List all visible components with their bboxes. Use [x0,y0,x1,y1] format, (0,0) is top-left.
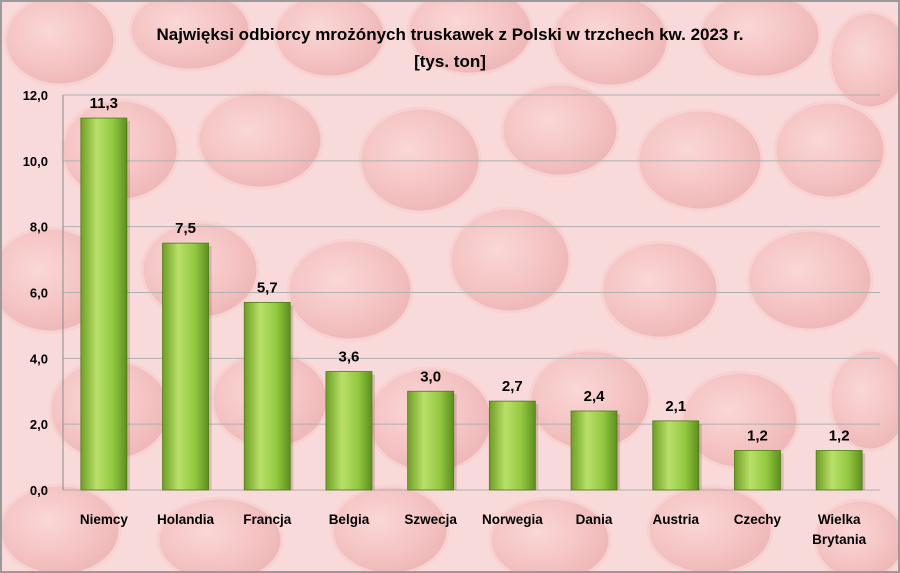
x-tick-label: Brytania [812,532,867,547]
x-tick-label: Niemcy [80,512,129,527]
x-tick-label: Francja [243,512,292,527]
data-label: 2,1 [665,398,686,415]
bar [162,242,209,491]
bar [488,400,536,491]
bar [80,117,128,491]
y-tick-label: 2,0 [30,417,48,432]
y-tick-label: 8,0 [30,220,48,235]
bar [734,450,781,491]
chart-title: Najwięksi odbiorcy mrożónych truskawek z… [156,25,743,44]
data-label: 2,4 [584,388,606,405]
bar-series [80,117,866,491]
y-tick-label: 12,0 [23,88,48,103]
data-label: 1,2 [829,428,850,445]
x-tick-label: Szwecja [404,512,457,527]
x-tick-label: Belgia [329,512,370,527]
data-label: 3,6 [339,349,360,366]
x-tick-label: Austria [652,512,699,527]
y-tick-label: 6,0 [30,286,48,301]
bar [325,371,373,491]
data-label: 3,0 [420,368,441,385]
y-tick-label: 4,0 [30,351,48,366]
x-tick-label: Wielka [818,512,861,527]
bar [407,390,455,491]
data-label: 2,7 [502,378,523,395]
data-labels: 11,3 7,5 5,7 3,6 3,0 2,7 2,4 2,1 1,2 1,2 [90,95,850,444]
data-label: 5,7 [257,279,278,296]
y-tick-label: 10,0 [23,154,48,169]
x-axis-labels: Niemcy Holandia Francja Belgia Szwecja Norweg… [80,512,867,547]
data-label: 7,5 [175,220,196,237]
x-tick-label: Czechy [734,512,782,527]
y-axis: 0,0 2,0 4,0 6,0 8,0 10,0 12,0 [23,88,64,498]
chart-subtitle: [tys. ton] [414,52,486,71]
bar [815,450,863,491]
data-label: 1,2 [747,428,768,445]
x-tick-label: Holandia [157,512,214,527]
y-tick-label: 0,0 [30,483,48,498]
x-tick-label: Dania [576,512,613,527]
data-label: 11,3 [90,95,118,112]
bar [652,420,700,491]
x-tick-label: Norwegia [482,512,543,527]
bar [243,301,291,491]
bar [570,410,618,491]
